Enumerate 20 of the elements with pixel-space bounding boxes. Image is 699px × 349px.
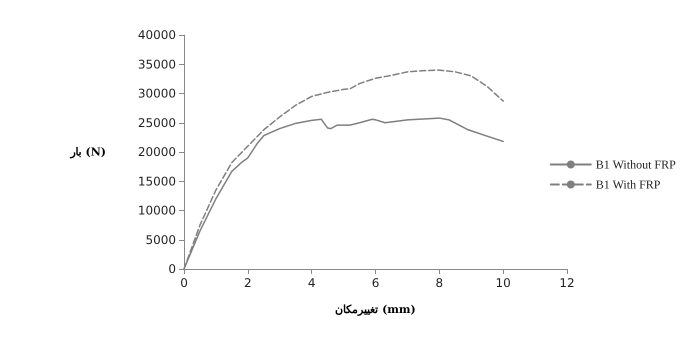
y-tick-label: 20000: [138, 145, 176, 159]
y-tick-label: 40000: [138, 28, 176, 42]
x-tick-label: 10: [496, 276, 511, 290]
x-tick-label: 2: [244, 276, 252, 290]
x-tick-label: 8: [436, 276, 444, 290]
legend-label: B1 Without FRP: [596, 158, 676, 172]
y-tick-label: 5000: [145, 232, 176, 247]
x-axis-title: تغییرمکان (mm): [335, 303, 416, 316]
x-tick-label: 12: [559, 276, 575, 290]
y-tick-label: 10000: [138, 204, 176, 218]
y-tick-label: 25000: [138, 116, 176, 130]
y-tick-label: 0: [168, 262, 176, 276]
x-tick-label: 4: [308, 276, 316, 290]
y-tick-label: 35000: [138, 57, 176, 72]
y-tick-label: 15000: [138, 174, 176, 188]
y-axis-title: بار (N): [70, 146, 106, 158]
legend-label: B1 With FRP: [596, 178, 661, 192]
y-tick-label: 30000: [138, 86, 176, 100]
x-tick-label: 6: [372, 276, 380, 290]
x-tick-label: 0: [180, 276, 188, 290]
